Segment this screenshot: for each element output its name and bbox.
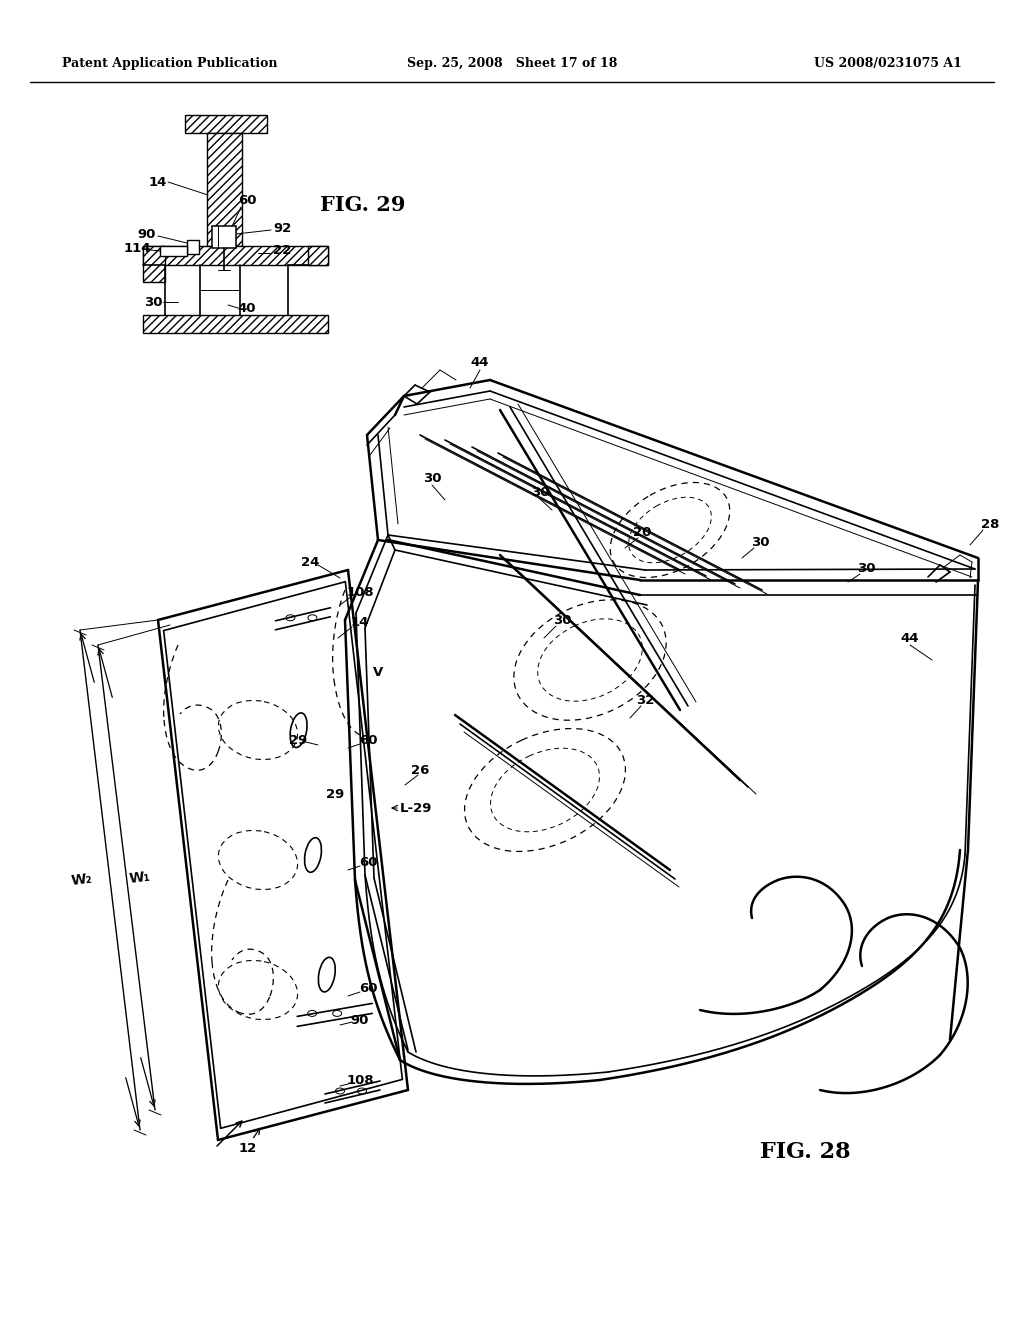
Text: W₂: W₂ [71, 871, 93, 888]
Text: US 2008/0231075 A1: US 2008/0231075 A1 [814, 57, 962, 70]
Bar [160, 246, 187, 256]
Text: 32: 32 [636, 693, 654, 706]
Bar [143, 246, 165, 282]
Text: 22: 22 [272, 244, 291, 257]
Text: 60: 60 [358, 982, 377, 994]
Bar [143, 315, 328, 333]
Text: 30: 30 [553, 614, 571, 627]
Text: 14: 14 [148, 176, 167, 189]
Text: L-29: L-29 [400, 801, 432, 814]
Bar [187, 240, 199, 253]
Text: 20: 20 [633, 525, 651, 539]
Text: 30: 30 [143, 296, 162, 309]
Text: 30: 30 [751, 536, 769, 549]
Text: 60: 60 [358, 734, 377, 747]
Text: V: V [373, 665, 383, 678]
Text: 40: 40 [238, 301, 256, 314]
Text: 44: 44 [471, 355, 489, 368]
Bar [308, 246, 328, 265]
Text: Patent Application Publication: Patent Application Publication [62, 57, 278, 70]
Text: 26: 26 [411, 763, 429, 776]
Text: 29: 29 [326, 788, 344, 801]
Text: 12: 12 [239, 1142, 257, 1155]
Text: FIG. 28: FIG. 28 [760, 1140, 851, 1163]
Text: 30: 30 [530, 486, 549, 499]
Bar [185, 115, 267, 133]
Text: FIG. 29: FIG. 29 [319, 195, 406, 215]
Text: 90: 90 [351, 1014, 370, 1027]
Text: 30: 30 [857, 561, 876, 574]
Text: 60: 60 [358, 855, 377, 869]
Text: 90: 90 [138, 227, 157, 240]
Text: Sep. 25, 2008   Sheet 17 of 18: Sep. 25, 2008 Sheet 17 of 18 [407, 57, 617, 70]
Text: 30: 30 [423, 471, 441, 484]
Text: 29: 29 [289, 734, 307, 747]
Text: 28: 28 [981, 519, 999, 532]
Text: 44: 44 [901, 631, 920, 644]
Text: 108: 108 [346, 586, 374, 598]
Text: 14: 14 [351, 615, 370, 628]
Bar [207, 133, 242, 246]
Text: 60: 60 [238, 194, 256, 206]
Text: 24: 24 [301, 556, 319, 569]
Bar [212, 226, 236, 248]
Text: 114: 114 [123, 242, 151, 255]
Text: 92: 92 [272, 222, 291, 235]
Text: 108: 108 [346, 1073, 374, 1086]
Bar [143, 246, 328, 265]
Text: W₁: W₁ [128, 870, 151, 886]
